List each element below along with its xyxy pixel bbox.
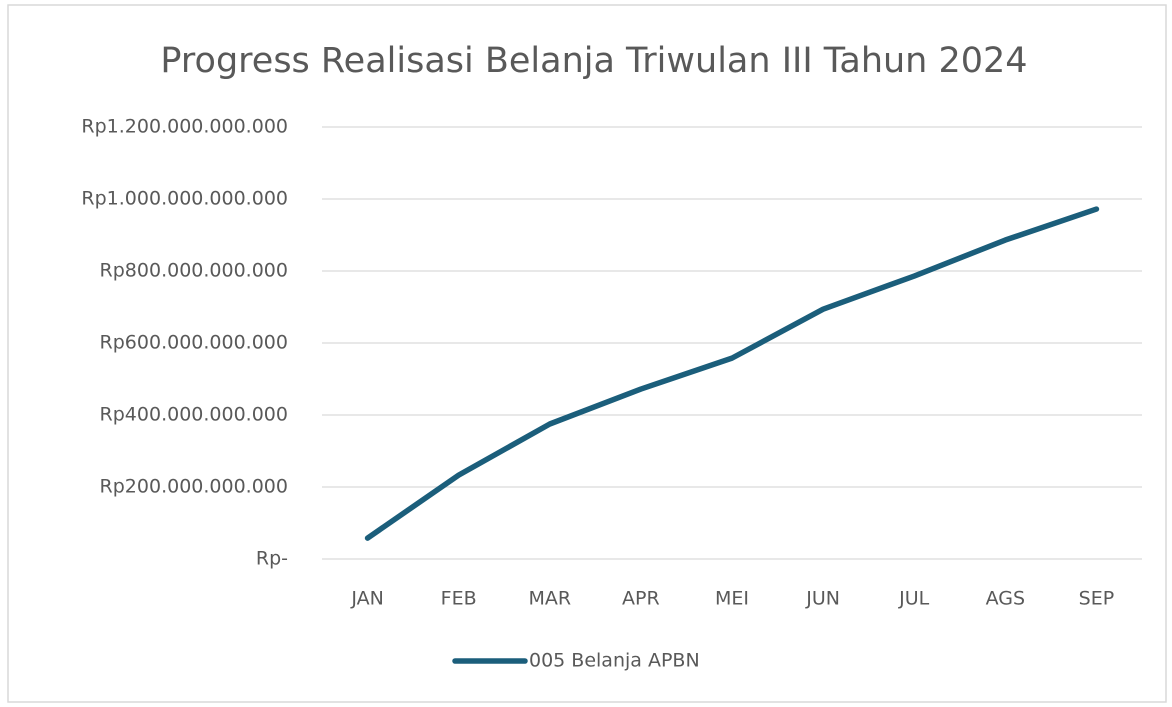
- chart-frame: [7, 4, 1167, 703]
- x-tick-label: SEP: [1079, 588, 1115, 610]
- x-tick-label: JAN: [350, 588, 383, 610]
- y-tick-label: Rp1.000.000.000.000: [81, 188, 288, 210]
- x-tick-label: MEI: [715, 588, 749, 610]
- x-tick-label: APR: [622, 588, 660, 610]
- x-tick-label: JUN: [805, 588, 840, 610]
- y-tick-label: Rp400.000.000.000: [100, 404, 288, 426]
- y-tick-label: Rp600.000.000.000: [100, 332, 288, 354]
- y-tick-label: Rp1.200.000.000.000: [81, 116, 288, 138]
- line-series: [364, 206, 1100, 541]
- y-tick-label: Rp200.000.000.000: [100, 476, 288, 498]
- legend-label: 005 Belanja APBN: [529, 650, 700, 672]
- x-tick-label: AGS: [986, 588, 1025, 610]
- x-tick-label: MAR: [528, 588, 571, 610]
- chart-title: Progress Realisasi Belanja Triwulan III …: [160, 41, 1027, 81]
- y-tick-label: Rp-: [256, 548, 288, 570]
- x-tick-label: FEB: [441, 588, 477, 610]
- x-tick-label: JUL: [898, 588, 930, 610]
- y-tick-label: Rp800.000.000.000: [100, 260, 288, 282]
